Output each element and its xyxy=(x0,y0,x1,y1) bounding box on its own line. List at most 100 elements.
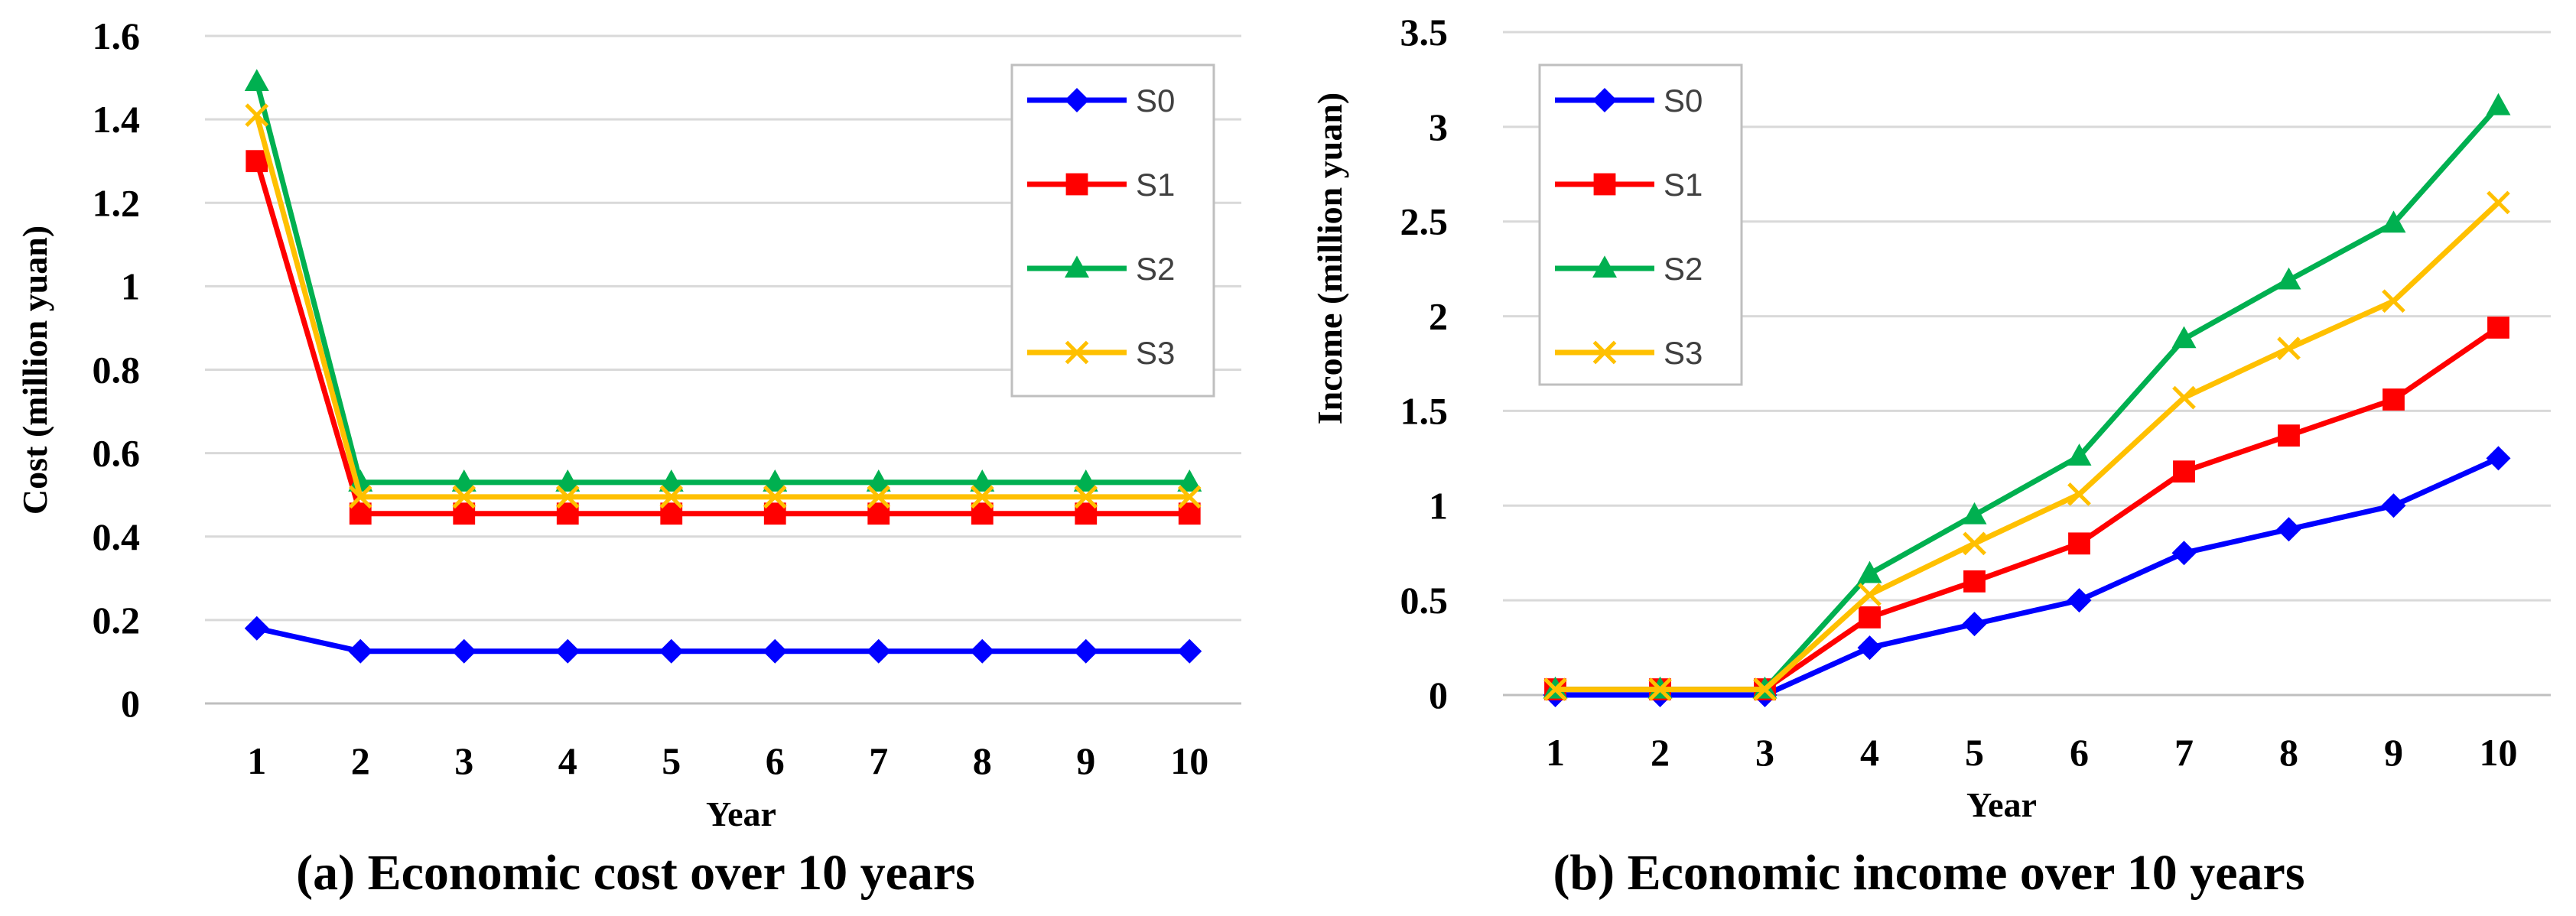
legend-label-s2: S2 xyxy=(1664,251,1703,287)
data-point-s3 xyxy=(2487,190,2510,215)
legend-label-s3: S3 xyxy=(1664,335,1703,371)
data-point-s2 xyxy=(555,469,581,492)
data-point-s0 xyxy=(2276,517,2301,542)
legend-marker-s2 xyxy=(1065,255,1089,278)
legend-marker-s1 xyxy=(1593,173,1616,196)
data-point-s3 xyxy=(2067,482,2091,506)
x-tick-label: 4 xyxy=(558,739,577,782)
legend-box xyxy=(1010,63,1215,398)
data-point-s3 xyxy=(245,103,269,128)
data-point-s3 xyxy=(2172,385,2196,410)
data-point-s2 xyxy=(1177,469,1202,492)
x-tick-label: 1 xyxy=(1546,731,1565,774)
data-point-s2 xyxy=(2276,267,2301,290)
data-point-s0 xyxy=(2067,588,2092,613)
data-point-s1 xyxy=(2278,424,2300,447)
data-point-s3 xyxy=(1753,677,1777,701)
y-tick-label: 3 xyxy=(1429,106,1448,148)
y-tick-label: 0.2 xyxy=(93,599,141,642)
legend-marker-s0 xyxy=(1592,88,1617,112)
data-point-s3 xyxy=(2277,336,2301,361)
data-point-s3 xyxy=(1074,485,1098,509)
legend-marker-s1 xyxy=(1065,173,1088,196)
data-point-s3 xyxy=(867,485,891,509)
data-point-s0 xyxy=(348,638,373,664)
data-point-s2 xyxy=(451,469,476,492)
x-tick-label: 8 xyxy=(973,739,992,782)
data-point-s1 xyxy=(2068,532,2090,555)
data-point-s0 xyxy=(970,638,995,664)
chart-caption: (a) Economic cost over 10 years xyxy=(296,845,975,901)
x-tick-label: 10 xyxy=(1170,739,1208,782)
y-tick-label: 1 xyxy=(121,265,140,307)
data-point-s1 xyxy=(1963,570,1986,593)
x-tick-label: 5 xyxy=(1965,731,1984,774)
y-tick-label: 0.6 xyxy=(93,432,141,475)
data-point-s0 xyxy=(451,638,476,664)
y-tick-label: 0.5 xyxy=(1400,579,1449,622)
data-point-s2 xyxy=(244,69,269,92)
series-s0 xyxy=(244,616,1202,664)
x-tick-label: 3 xyxy=(1755,731,1774,774)
data-point-s2 xyxy=(1857,560,1882,583)
data-point-s0 xyxy=(1177,638,1202,664)
data-point-s0 xyxy=(1962,612,1987,637)
data-point-s3 xyxy=(1177,485,1202,509)
data-point-s3 xyxy=(452,485,476,509)
x-tick-label: 4 xyxy=(1860,731,1879,774)
data-point-s0 xyxy=(555,638,581,664)
legend-marker-s3 xyxy=(1592,340,1617,365)
data-point-s0 xyxy=(866,638,891,664)
x-tick-label: 10 xyxy=(2480,731,2518,774)
legend-label-s0: S0 xyxy=(1136,83,1175,119)
data-point-s2 xyxy=(2381,210,2406,233)
series-s3 xyxy=(1543,190,2510,701)
x-axis-title: Year xyxy=(706,794,776,833)
series-s3 xyxy=(245,103,1202,509)
series-s0 xyxy=(1543,446,2511,707)
x-tick-label: 2 xyxy=(351,739,370,782)
x-tick-label: 7 xyxy=(2174,731,2194,774)
data-point-s2 xyxy=(866,469,891,492)
legend-marker-s2 xyxy=(1592,255,1617,278)
data-point-s0 xyxy=(244,616,269,641)
legend-marker-s0 xyxy=(1065,88,1089,112)
data-point-s3 xyxy=(970,485,994,509)
y-tick-label: 3.5 xyxy=(1400,11,1449,54)
legend: S0 S1 S2 S3 xyxy=(1538,63,1743,386)
data-point-s2 xyxy=(348,469,373,492)
x-tick-label: 7 xyxy=(869,739,888,782)
legend-marker-s3 xyxy=(1065,340,1089,365)
y-axis-title: Income (million yuan) xyxy=(1310,93,1349,424)
data-point-s3 xyxy=(1648,677,1672,701)
y-tick-label: 0.4 xyxy=(93,515,141,558)
series-line-s3 xyxy=(254,114,1190,500)
x-tick-label: 9 xyxy=(1076,739,1095,782)
data-point-s1 xyxy=(1859,606,1881,629)
data-point-s2 xyxy=(1073,469,1098,492)
data-point-s3 xyxy=(1543,677,1567,701)
data-point-s0 xyxy=(659,638,684,664)
data-point-s2 xyxy=(659,469,684,492)
series-line-s2 xyxy=(254,81,1190,486)
series-line-s3 xyxy=(1555,200,2500,693)
legend: S0 S1 S2 S3 xyxy=(1010,63,1215,398)
y-tick-label: 2.5 xyxy=(1400,200,1449,243)
legend-label-s2: S2 xyxy=(1136,251,1175,287)
y-tick-label: 1 xyxy=(1429,484,1448,527)
series-line-s0 xyxy=(1555,456,2500,698)
data-point-s2 xyxy=(763,469,788,492)
series-line-s1 xyxy=(254,160,1190,517)
legend-label-s0: S0 xyxy=(1664,83,1703,119)
y-tick-label: 0.8 xyxy=(93,349,141,391)
data-point-s3 xyxy=(1963,531,1986,556)
y-tick-label: 1.6 xyxy=(93,15,141,57)
y-tick-label: 1.4 xyxy=(93,98,141,141)
data-point-s0 xyxy=(763,638,788,664)
x-axis-title: Year xyxy=(1966,785,2037,824)
series-line-s0 xyxy=(255,625,1190,655)
data-point-s2 xyxy=(970,469,995,492)
data-point-s1 xyxy=(246,150,268,173)
data-point-s2 xyxy=(2067,443,2092,466)
